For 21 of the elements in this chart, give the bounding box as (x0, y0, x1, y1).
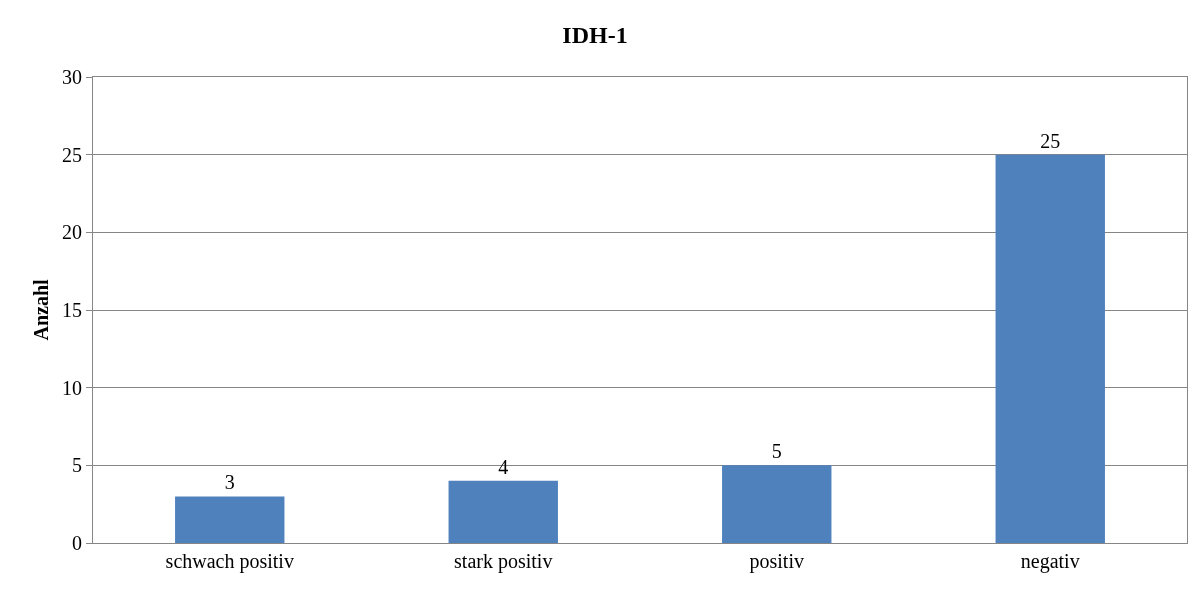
y-tick-label: 5 (72, 454, 82, 477)
x-tick-label: stark positiv (454, 550, 553, 573)
data-label: 4 (498, 455, 509, 478)
y-tick-label: 20 (62, 221, 82, 244)
data-label: 3 (224, 471, 235, 494)
x-tick-label: negativ (1020, 550, 1080, 573)
y-tick-label: 15 (62, 299, 82, 321)
y-tick-label: 0 (72, 532, 82, 554)
y-tick-label: 10 (62, 376, 82, 399)
bar (448, 480, 558, 543)
data-label: 5 (771, 440, 782, 463)
bar (175, 496, 285, 543)
x-tick-label: schwach positiv (165, 550, 294, 573)
y-axis-title: Anzahl (29, 279, 52, 341)
x-tick-label: positiv (749, 550, 804, 573)
y-tick-label: 25 (62, 143, 82, 166)
bar (995, 154, 1105, 543)
chart-title: IDH-1 (562, 22, 628, 49)
data-label: 25 (1040, 129, 1061, 152)
bar (722, 465, 832, 543)
y-tick-label: 30 (62, 66, 82, 88)
